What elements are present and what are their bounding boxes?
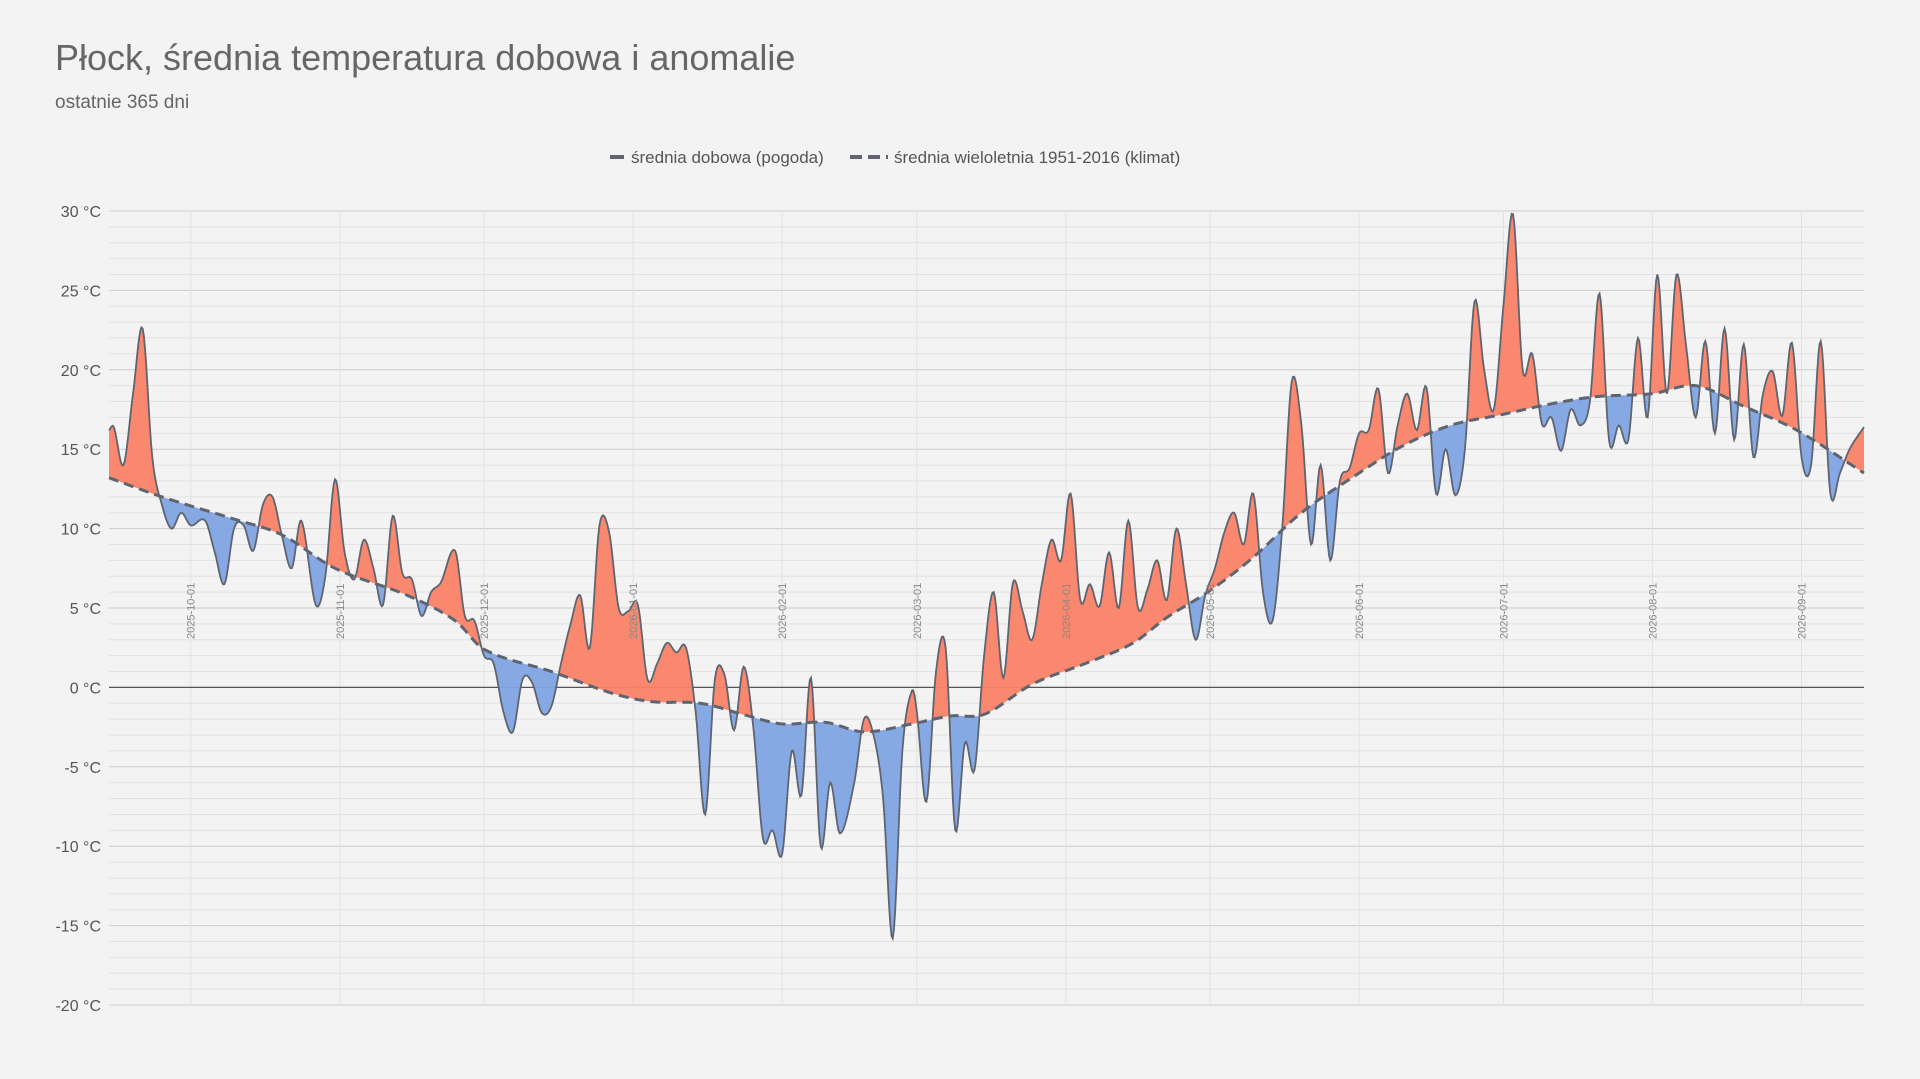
cold-anomaly-area bbox=[752, 716, 807, 858]
x-tick-label: 2026-03-01 bbox=[912, 583, 924, 639]
x-tick-label: 2025-11-01 bbox=[335, 584, 347, 639]
y-tick-label: -10 °C bbox=[55, 839, 101, 856]
warm-anomaly-area bbox=[1738, 344, 1750, 409]
series-lines bbox=[108, 212, 1865, 942]
warm-anomaly-area bbox=[1205, 493, 1260, 594]
legend-item-climate[interactable]: średnia wieloletnia 1951-2016 (klimat) bbox=[894, 148, 1180, 167]
warm-anomaly-area bbox=[1282, 376, 1308, 531]
cold-anomaly-area bbox=[814, 722, 862, 849]
y-tick-label: -20 °C bbox=[55, 998, 101, 1015]
warm-anomaly-area bbox=[932, 636, 950, 720]
warm-anomaly-area bbox=[558, 515, 695, 703]
chart-title: Płock, średnia temperatura dobowa i anom… bbox=[55, 37, 795, 78]
y-tick-label: 5 °C bbox=[70, 601, 101, 618]
y-axis: 30 °C 25 °C 20 °C 15 °C 10 °C 5 °C 0 °C -5 °C -1… bbox=[55, 204, 101, 1015]
x-tick-label: 2026-05-01 bbox=[1205, 583, 1217, 639]
warm-anomaly-area bbox=[979, 493, 1189, 716]
warm-anomaly-area bbox=[109, 327, 160, 496]
warm-anomaly-area bbox=[1667, 274, 1691, 391]
legend-item-weather[interactable]: średnia dobowa (pogoda) bbox=[631, 148, 824, 167]
warm-anomaly-area bbox=[712, 665, 730, 711]
y-tick-label: 15 °C bbox=[61, 442, 101, 459]
chart-subtitle: ostatnie 365 dni bbox=[55, 92, 189, 113]
x-tick-label: 2026-07-01 bbox=[1498, 583, 1510, 639]
y-tick-label: 10 °C bbox=[61, 522, 101, 539]
warm-anomaly-area bbox=[1649, 274, 1667, 394]
x-tick-label: 2025-12-01 bbox=[479, 583, 491, 639]
cold-anomaly-area bbox=[694, 702, 713, 815]
cold-anomaly-area bbox=[1799, 431, 1814, 477]
warm-anomaly-area bbox=[1718, 328, 1731, 400]
cold-anomaly-area bbox=[872, 725, 905, 939]
cold-anomaly-area bbox=[281, 534, 297, 569]
cold-anomaly-area bbox=[918, 719, 933, 802]
cold-anomaly-area bbox=[1539, 397, 1591, 451]
y-tick-label: -5 °C bbox=[64, 760, 101, 777]
warm-anomaly-area bbox=[1760, 342, 1800, 432]
warm-anomaly-area bbox=[1844, 426, 1864, 474]
cold-anomaly-area bbox=[949, 715, 980, 832]
warm-anomaly-area bbox=[258, 494, 282, 535]
warm-anomaly-area bbox=[427, 549, 482, 648]
x-tick-label: 2026-08-01 bbox=[1647, 583, 1659, 639]
warm-anomaly-area bbox=[1393, 386, 1431, 451]
climate-dashed-line bbox=[108, 383, 1865, 734]
cold-anomaly-area bbox=[1606, 394, 1633, 449]
y-tick-label: -15 °C bbox=[55, 919, 101, 936]
x-tick-label: 2026-06-01 bbox=[1354, 583, 1366, 639]
x-tick-label: 2026-02-01 bbox=[777, 583, 789, 639]
cold-anomaly-area bbox=[159, 496, 259, 585]
grid bbox=[109, 210, 1864, 1006]
x-tick-label: 2026-01-01 bbox=[628, 583, 640, 639]
y-tick-label: 0 °C bbox=[70, 680, 101, 697]
cold-anomaly-area bbox=[481, 647, 559, 733]
y-tick-label: 25 °C bbox=[61, 283, 101, 300]
warm-anomaly-area bbox=[1699, 341, 1711, 390]
x-axis: 2025-10-01 2025-11-01 2025-12-01 2026-01-01… bbox=[186, 583, 1809, 639]
x-tick-label: 2025-10-01 bbox=[186, 583, 198, 639]
warm-anomaly-area bbox=[385, 515, 417, 600]
warm-anomaly-area bbox=[1632, 338, 1644, 395]
legend[interactable]: średnia dobowa (pogoda) średnia wielolet… bbox=[610, 148, 1180, 167]
x-tick-label: 2026-04-01 bbox=[1061, 583, 1073, 639]
cold-anomaly-area bbox=[1730, 399, 1739, 440]
cold-anomaly-area bbox=[1827, 448, 1845, 501]
y-tick-label: 30 °C bbox=[61, 204, 101, 221]
x-tick-label: 2026-09-01 bbox=[1796, 583, 1808, 639]
y-tick-label: 20 °C bbox=[61, 363, 101, 380]
warm-anomaly-area bbox=[1813, 341, 1828, 449]
weather-line bbox=[108, 212, 1865, 942]
